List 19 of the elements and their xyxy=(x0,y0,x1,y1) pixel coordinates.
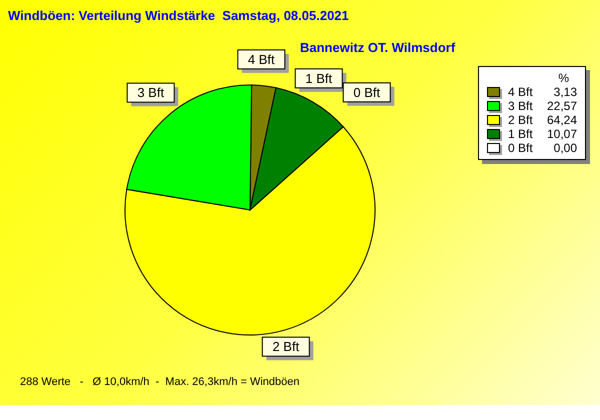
data-label: 10,07 xyxy=(546,127,577,141)
slice-label: 4 Bft xyxy=(248,52,276,67)
data-label: 22,57 xyxy=(546,99,577,113)
slice-label: 2 Bft xyxy=(272,339,300,354)
slice-label: 1 Bft xyxy=(305,70,333,86)
legend-label: 1 Bft xyxy=(508,127,534,141)
legend-title: % xyxy=(557,71,569,85)
legend-label: 4 Bft xyxy=(508,85,534,99)
legend-label: 0 Bft xyxy=(508,141,534,155)
legend-label: 2 Bft xyxy=(508,113,534,127)
slice-label: 3 Bft xyxy=(137,85,164,100)
chart-subtitle: Bannewitz OT. Wilmsdorf xyxy=(300,40,456,55)
category-label: 0 Bft xyxy=(353,84,380,100)
data-label: 64,24 xyxy=(546,113,577,127)
text: 0,00 xyxy=(554,141,577,155)
chart-title: Windböen: Verteilung Windstärke Samstag, 08.05.2021 xyxy=(8,8,349,23)
legend-label: 3 Bft xyxy=(508,99,534,113)
data-label: 3,13 xyxy=(552,85,577,99)
text: 288 Werte - Ø 10,0km/h - Max. 26,3km/h = Windböen xyxy=(20,376,300,388)
